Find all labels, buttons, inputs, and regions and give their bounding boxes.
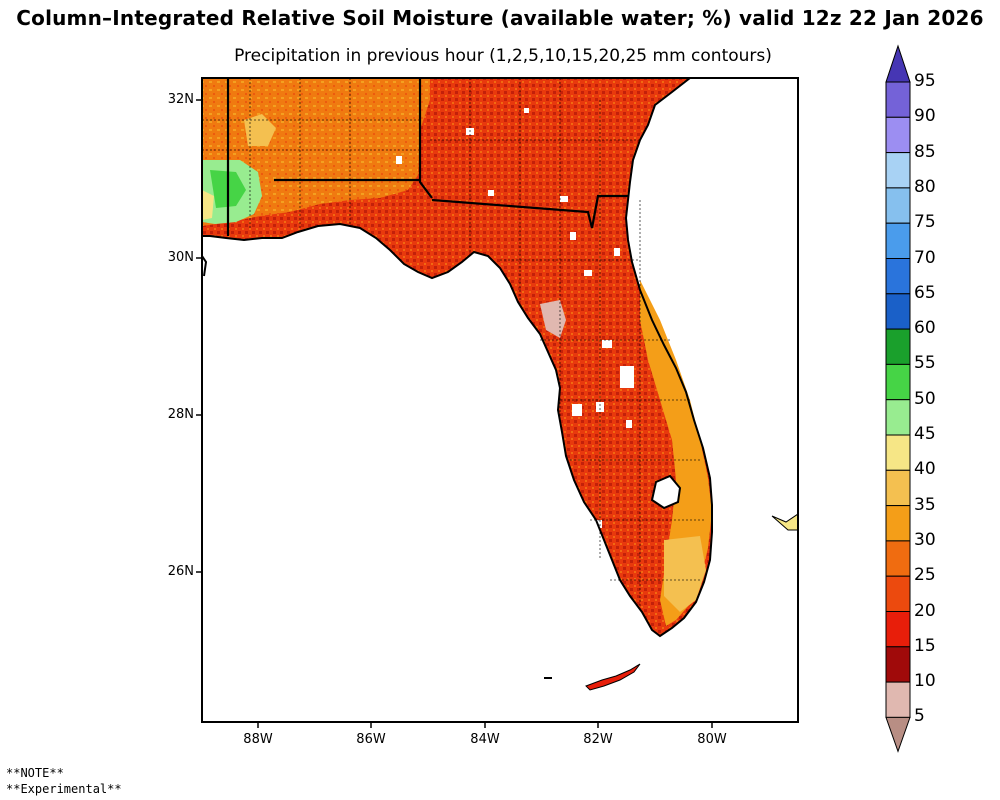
latitude-ticks — [196, 99, 202, 573]
colorbar-swatch — [885, 575, 911, 613]
colorbar-tick-label: 55 — [914, 353, 936, 374]
colorbar-tick-label: 85 — [914, 141, 936, 162]
missing-data-cells — [396, 108, 634, 528]
colorbar-tick-label: 45 — [914, 424, 936, 444]
colorbar-swatch — [885, 328, 911, 365]
colorbar-swatch — [885, 540, 911, 577]
florida-keys — [585, 663, 641, 691]
colorbar-swatch — [885, 469, 911, 507]
note-label: **NOTE** — [6, 766, 64, 780]
state-borders — [226, 78, 628, 236]
colorbar-swatch — [885, 116, 911, 154]
colorbar-swatch — [885, 399, 911, 436]
lat-label-26n: 26N — [167, 564, 194, 579]
colorbar-tick-label: 20 — [914, 600, 936, 621]
colorbar-tick-label: 5 — [914, 706, 925, 727]
soil-moisture-field — [202, 78, 798, 691]
colorbar-tick-label: 25 — [914, 565, 936, 586]
lon-label-88w: 88W — [243, 732, 273, 747]
lon-label-86w: 86W — [356, 732, 386, 747]
colorbar-bottom-arrow — [885, 716, 911, 753]
colorbar-tick-label: 65 — [914, 282, 936, 303]
map-title: Column–Integrated Relative Soil Moisture… — [16, 6, 984, 30]
colorbar-swatch — [885, 81, 911, 118]
bahamas-fragment — [771, 513, 798, 531]
lon-label-84w: 84W — [470, 732, 500, 747]
lon-label-82w: 82W — [583, 732, 613, 747]
map-subtitle: Precipitation in previous hour (1,2,5,10… — [234, 46, 772, 66]
low-moisture-patch — [540, 300, 566, 338]
lat-label-30n: 30N — [167, 250, 194, 265]
colorbar-swatch — [885, 434, 911, 471]
colorbar-tick-label: 70 — [914, 247, 936, 268]
colorbar-tick-label: 15 — [914, 635, 936, 656]
colorbar-swatch — [885, 187, 911, 224]
colorbar-swatch — [885, 363, 911, 401]
colorbar-tick-label: 75 — [914, 212, 936, 233]
colorbar-swatch — [885, 152, 911, 189]
longitude-ticks — [257, 722, 713, 728]
map-frame — [201, 77, 799, 723]
lake-okeechobee — [650, 474, 682, 510]
colorbar-tick-label: 30 — [914, 529, 936, 550]
colorbar-swatch — [885, 681, 911, 718]
colorbar-swatch — [885, 505, 911, 542]
lat-label-28n: 28N — [167, 407, 194, 422]
lat-label-32n: 32N — [167, 92, 194, 107]
colorbar — [885, 44, 911, 753]
colorbar-top-arrow — [885, 44, 911, 83]
colorbar-tick-label: 90 — [914, 106, 936, 127]
lon-label-80w: 80W — [697, 732, 727, 747]
county-lines — [202, 78, 706, 610]
colorbar-tick-label: 40 — [914, 459, 936, 480]
colorbar-swatch — [885, 611, 911, 648]
coastline — [202, 78, 713, 638]
colorbar-swatch — [885, 293, 911, 330]
colorbar-tick-label: 80 — [914, 176, 936, 197]
colorbar-swatch — [885, 222, 911, 259]
colorbar-swatch — [885, 258, 911, 295]
land-mass — [202, 78, 712, 636]
colorbar-tick-label: 10 — [914, 671, 936, 692]
colorbar-swatch — [885, 646, 911, 683]
colorbar-tick-label: 95 — [914, 71, 936, 91]
colorbar-tick-label: 50 — [914, 388, 936, 409]
colorbar-tick-label: 60 — [914, 318, 936, 339]
experimental-label: **Experimental** — [6, 782, 122, 796]
colorbar-tick-label: 35 — [914, 494, 936, 515]
